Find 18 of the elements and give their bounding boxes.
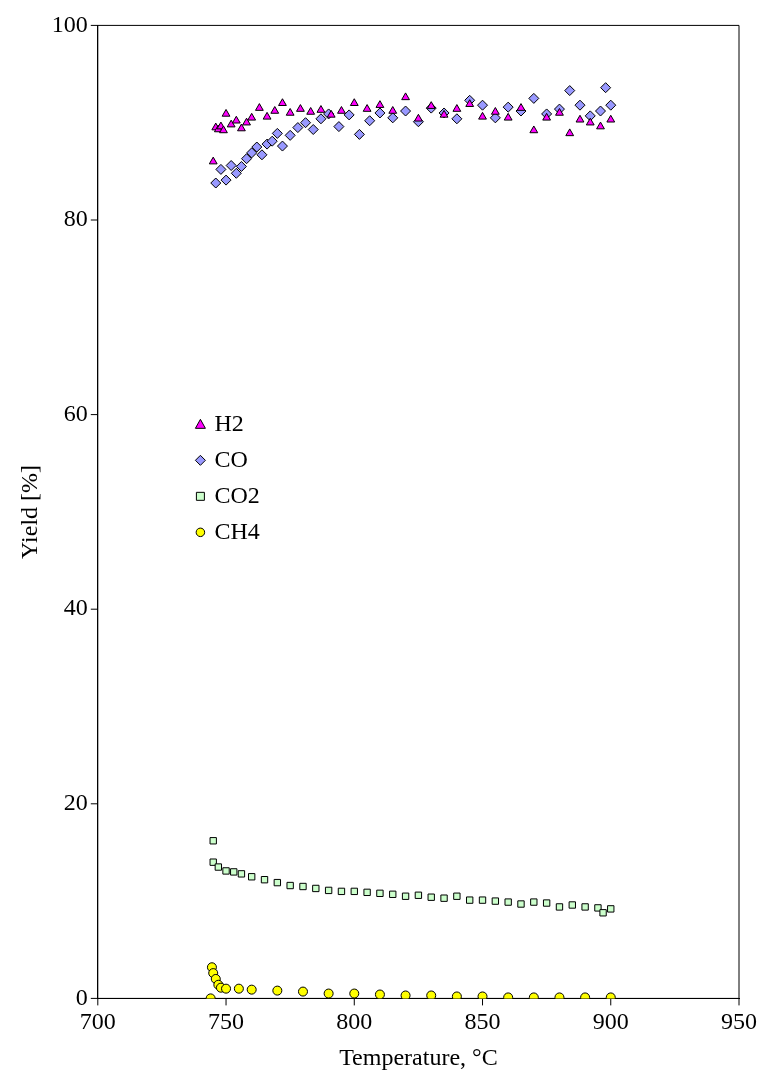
x-tick-label: 950 xyxy=(721,1008,757,1035)
x-tick-label: 750 xyxy=(208,1008,245,1035)
legend-label: CO xyxy=(214,445,248,472)
y-tick-label: 100 xyxy=(51,10,88,37)
x-axis-title: Temperature, °C xyxy=(339,1043,498,1070)
y-tick-label: 80 xyxy=(63,205,88,232)
y-axis-title: Yield [%] xyxy=(15,464,42,559)
y-tick-label: 20 xyxy=(63,789,88,816)
x-tick-label: 850 xyxy=(464,1008,501,1035)
x-tick-label: 800 xyxy=(336,1008,373,1035)
x-tick-label: 900 xyxy=(592,1008,629,1035)
y-tick-label: 0 xyxy=(75,983,88,1010)
y-tick-label: 60 xyxy=(63,399,88,426)
legend-label: H2 xyxy=(214,409,244,436)
y-tick-label: 40 xyxy=(63,594,88,621)
legend-label: CH4 xyxy=(214,517,260,544)
legend-label: CO2 xyxy=(214,481,260,508)
x-tick-label: 700 xyxy=(79,1008,116,1035)
